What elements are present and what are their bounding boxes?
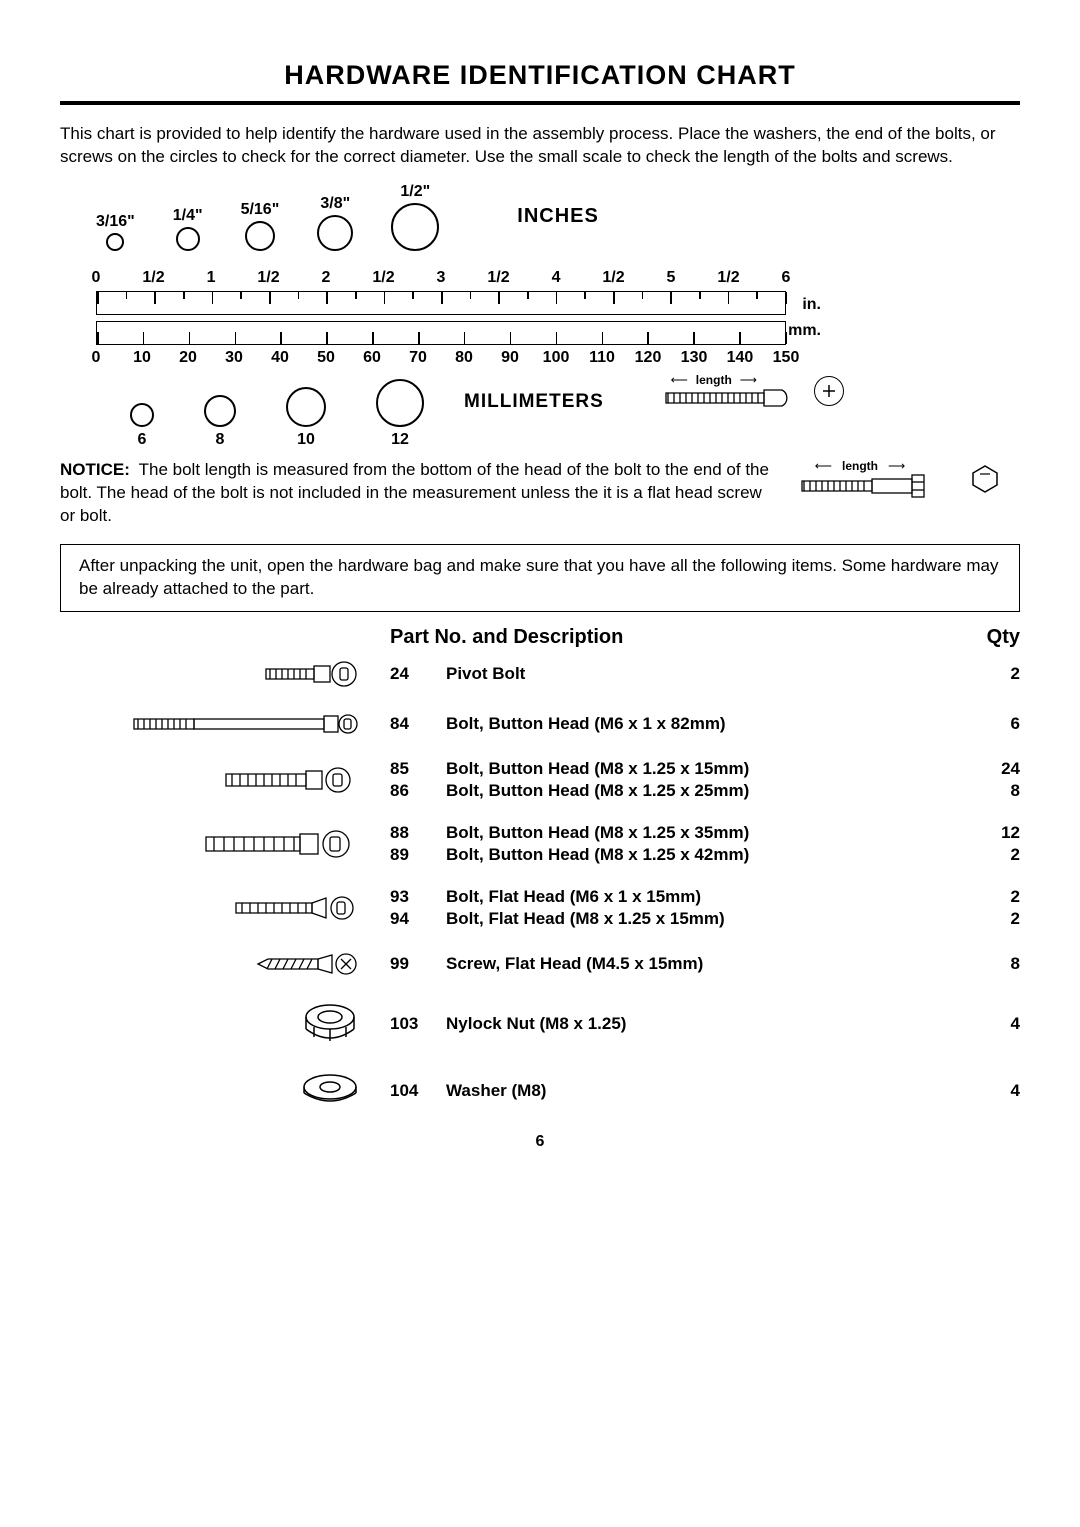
scale-area: 3/16" 1/4" 5/16" 3/8" 1/2" INCHES 01/211/221/… <box>96 183 984 449</box>
part-row: 9394Bolt, Flat Head (M6 x 1 x 15mm)Bolt,… <box>60 887 1020 929</box>
inch-circle: 3/16" <box>96 213 135 251</box>
part-row: 104Washer (M8)4 <box>60 1071 1020 1111</box>
length-diagram-group: ⟵length⟶ <box>664 373 844 409</box>
part-illustration <box>60 951 390 977</box>
notice-label: NOTICE: <box>60 460 130 479</box>
notice-body: The bolt length is measured from the bot… <box>60 460 769 525</box>
inch-unit-label: in. <box>802 296 821 314</box>
part-illustration <box>60 1071 390 1111</box>
part-description: Bolt, Flat Head (M6 x 1 x 15mm)Bolt, Fla… <box>446 887 960 929</box>
part-illustration <box>60 999 390 1049</box>
title-rule <box>60 101 1020 105</box>
part-description: Screw, Flat Head (M4.5 x 15mm) <box>446 954 960 974</box>
mm-circle: 8 <box>204 395 236 449</box>
part-description: Nylock Nut (M8 x 1.25) <box>446 1014 960 1034</box>
part-illustration <box>60 894 390 922</box>
part-qty: 2 <box>960 664 1020 684</box>
part-illustration <box>60 659 390 689</box>
mm-unit-label: mm. <box>788 322 821 340</box>
part-number: 9394 <box>390 887 446 929</box>
inch-ruler-block: 01/211/221/231/241/251/26 in. <box>96 269 984 315</box>
mm-circle: 10 <box>286 387 326 449</box>
mm-ruler-block: mm. 010203040506070809010011012013014015… <box>96 321 984 369</box>
part-row: 99Screw, Flat Head (M4.5 x 15mm)8 <box>60 951 1020 977</box>
millimeters-label: MILLIMETERS <box>464 391 604 413</box>
header-desc: Part No. and Description <box>390 626 950 649</box>
inch-circle-row: 3/16" 1/4" 5/16" 3/8" 1/2" INCHES <box>96 183 984 251</box>
part-qty: 8 <box>960 954 1020 974</box>
part-row: 8889Bolt, Button Head (M8 x 1.25 x 35mm)… <box>60 823 1020 865</box>
bolt-icon <box>664 387 804 409</box>
hex-head-icon <box>970 464 1000 494</box>
mm-ruler: mm. <box>96 321 786 345</box>
length-diagram-hex: ⟵length⟶ <box>800 459 1000 499</box>
part-row: 84Bolt, Button Head (M6 x 1 x 82mm)6 <box>60 711 1020 737</box>
mm-circle: 12 <box>376 379 424 449</box>
part-qty: 4 <box>960 1014 1020 1034</box>
part-number: 8889 <box>390 823 446 865</box>
notice-text: NOTICE: The bolt length is measured from… <box>60 459 780 528</box>
part-description: Washer (M8) <box>446 1081 960 1101</box>
part-qty: 4 <box>960 1081 1020 1101</box>
intro-text: This chart is provided to help identify … <box>60 123 1020 169</box>
part-qty: 6 <box>960 714 1020 734</box>
inch-circle: 5/16" <box>241 201 280 251</box>
inch-ruler-labels: 01/211/221/231/241/251/26 <box>96 269 786 289</box>
header-qty: Qty <box>950 626 1020 649</box>
part-number: 24 <box>390 664 446 684</box>
hex-bolt-icon <box>800 473 960 499</box>
part-number: 104 <box>390 1081 446 1101</box>
part-qty: 248 <box>960 759 1020 801</box>
unpack-box: After unpacking the unit, open the hardw… <box>60 544 1020 612</box>
part-illustration <box>60 711 390 737</box>
part-illustration <box>60 828 390 860</box>
part-description: Pivot Bolt <box>446 664 960 684</box>
part-number: 84 <box>390 714 446 734</box>
inches-label: INCHES <box>517 205 599 228</box>
page-number: 6 <box>60 1133 1020 1151</box>
mm-circle: 6 <box>130 403 154 449</box>
part-row: 103Nylock Nut (M8 x 1.25)4 <box>60 999 1020 1049</box>
part-qty: 22 <box>960 887 1020 929</box>
parts-table-header: Part No. and Description Qty <box>60 626 1020 649</box>
length-label: length <box>696 373 732 387</box>
notice-row: NOTICE: The bolt length is measured from… <box>60 459 1020 528</box>
part-number: 103 <box>390 1014 446 1034</box>
phillips-head-icon <box>814 376 844 406</box>
part-row: 24Pivot Bolt2 <box>60 659 1020 689</box>
inch-ruler: in. <box>96 291 786 315</box>
page-title: HARDWARE IDENTIFICATION CHART <box>60 60 1020 91</box>
length-label: length <box>842 459 878 473</box>
mm-circle-row: 6 8 10 12 <box>130 379 424 449</box>
part-number: 99 <box>390 954 446 974</box>
inch-circle: 1/4" <box>173 207 203 251</box>
part-description: Bolt, Button Head (M6 x 1 x 82mm) <box>446 714 960 734</box>
parts-table-body: 24Pivot Bolt284Bolt, Button Head (M6 x 1… <box>60 659 1020 1111</box>
part-qty: 122 <box>960 823 1020 865</box>
inch-circle: 3/8" <box>317 195 353 251</box>
inch-circle: 1/2" <box>391 183 439 251</box>
part-row: 8586Bolt, Button Head (M8 x 1.25 x 15mm)… <box>60 759 1020 801</box>
part-description: Bolt, Button Head (M8 x 1.25 x 15mm)Bolt… <box>446 759 960 801</box>
mm-ruler-labels: 0102030405060708090100110120130140150 <box>96 349 786 369</box>
part-number: 8586 <box>390 759 446 801</box>
part-description: Bolt, Button Head (M8 x 1.25 x 35mm)Bolt… <box>446 823 960 865</box>
part-illustration <box>60 765 390 795</box>
length-diagram-round: ⟵length⟶ <box>664 373 844 409</box>
